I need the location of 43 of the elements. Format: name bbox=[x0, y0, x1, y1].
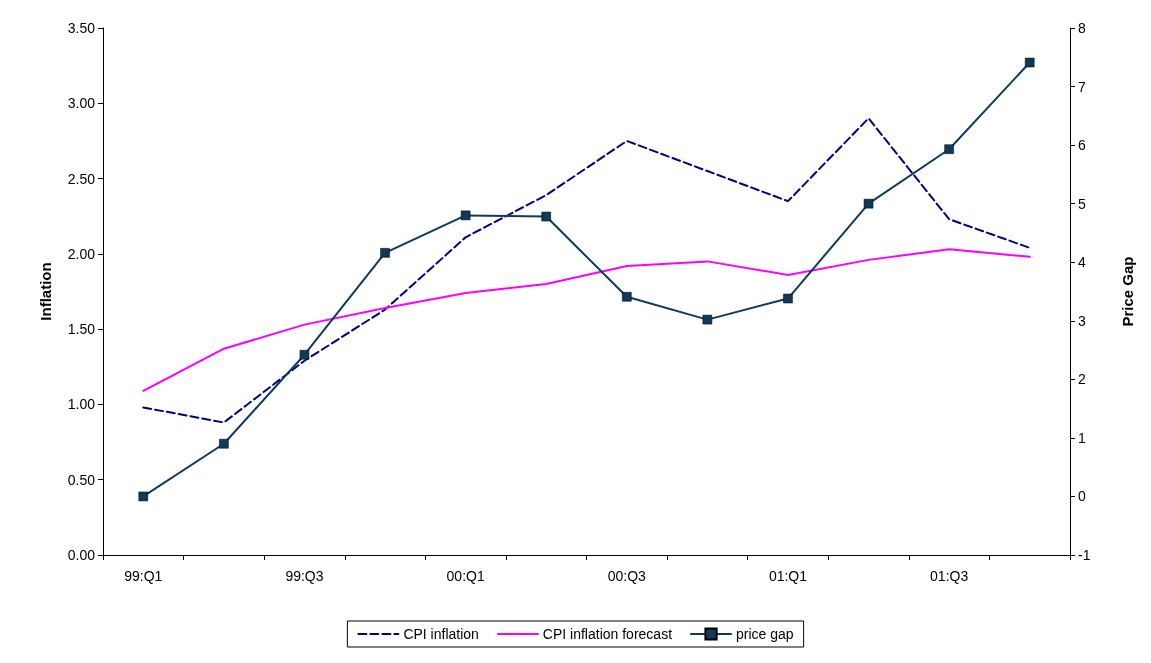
point bbox=[863, 198, 874, 209]
legend-label: price gap bbox=[736, 626, 794, 642]
x-tick-label: 99:Q1 bbox=[124, 568, 163, 584]
y2-tick-label: 3 bbox=[1078, 312, 1086, 329]
y2-tick-label: 5 bbox=[1078, 195, 1086, 212]
y2-tick-label: 1 bbox=[1078, 429, 1086, 446]
y-tick-label: 2.00 bbox=[67, 245, 96, 262]
line-series bbox=[142, 248, 1031, 392]
x-tick-label: 01:Q1 bbox=[768, 568, 808, 584]
point bbox=[219, 438, 229, 449]
point bbox=[380, 248, 390, 258]
y2-tick-label: 2 bbox=[1078, 371, 1086, 388]
y-tick-label: 1.50 bbox=[67, 321, 96, 338]
legend-label: CPI inflation forecast bbox=[542, 626, 673, 642]
x-tick-label: 99:Q3 bbox=[285, 568, 324, 584]
x-tick-label: 00:Q1 bbox=[446, 568, 485, 584]
y2-tick-label: 7 bbox=[1078, 78, 1086, 95]
point bbox=[299, 349, 310, 360]
point bbox=[702, 314, 713, 325]
line-series bbox=[142, 117, 1031, 424]
point bbox=[138, 491, 149, 502]
y2-tick-label: -1 bbox=[1078, 547, 1091, 563]
y-tick-label: 1.00 bbox=[67, 396, 96, 413]
x-tick-label: 00:Q3 bbox=[607, 568, 647, 584]
y-tick-label: 0.50 bbox=[67, 471, 96, 488]
point bbox=[1024, 57, 1035, 68]
point bbox=[622, 292, 632, 302]
y2-tick-label: 4 bbox=[1078, 254, 1086, 271]
y-axis-title: Inflation bbox=[37, 262, 54, 321]
y-tick-label: 2.50 bbox=[67, 170, 96, 187]
x-tick-label: 01:Q3 bbox=[930, 568, 969, 584]
y2-tick-label: 0 bbox=[1078, 488, 1086, 505]
y2-axis-title: Price Gap bbox=[1119, 256, 1136, 327]
point bbox=[783, 293, 793, 304]
point bbox=[944, 144, 954, 154]
point bbox=[460, 210, 471, 221]
y-tick-label: 3.50 bbox=[67, 20, 96, 36]
y2-tick-label: 6 bbox=[1078, 137, 1086, 154]
point bbox=[541, 211, 551, 222]
y-tick-label: 3.00 bbox=[67, 95, 96, 112]
legend-label: CPI inflation bbox=[403, 626, 479, 642]
y2-tick-label: 8 bbox=[1078, 20, 1086, 36]
y-tick-label: 0.00 bbox=[67, 547, 96, 563]
